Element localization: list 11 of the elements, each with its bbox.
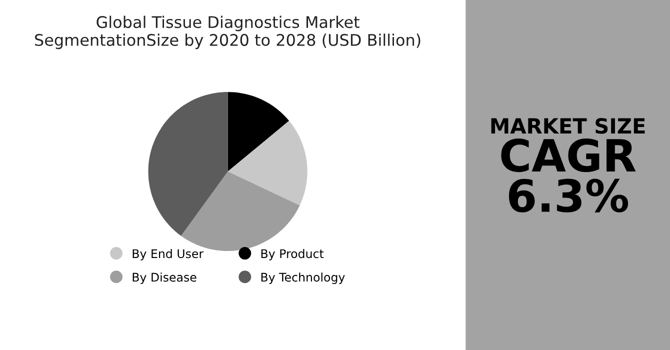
legend-label: By Technology [261, 272, 345, 284]
text: 6.3% [508, 178, 628, 212]
chart-title: Global Tissue Diagnostics Market SegmentationSize by 2020 to 2028 (USD Billion) [35, 16, 420, 50]
legend-label: By End User [132, 248, 204, 260]
pie-slice [228, 92, 290, 172]
text: MARKET SIZE [491, 118, 645, 134]
pie-slice [228, 120, 308, 206]
legend-label: By Disease [132, 272, 196, 284]
legend-label: By Product [261, 248, 324, 260]
text: CAGR [501, 138, 636, 172]
pie-slice [148, 92, 228, 236]
